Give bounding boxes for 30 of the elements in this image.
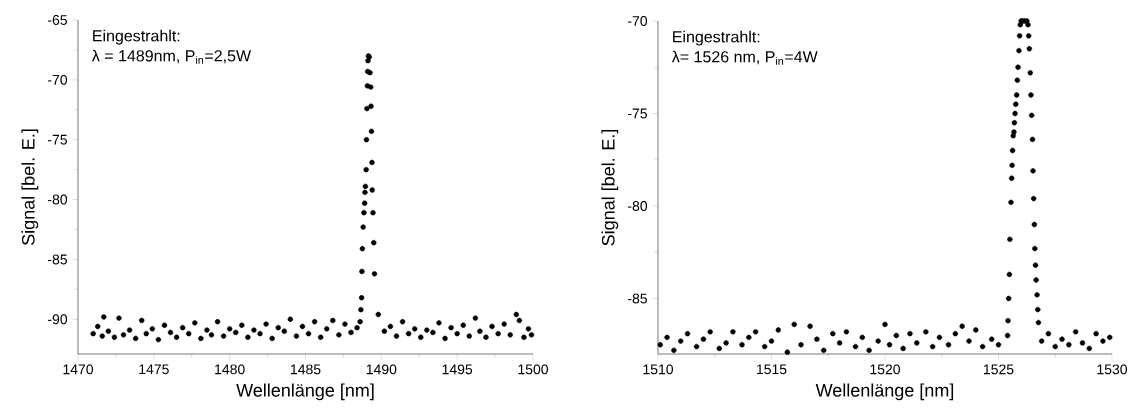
y-tick-label: -80 [48, 194, 68, 205]
y-tick-label: -85 [48, 254, 68, 265]
y-axis-title: Signal [bel. E.] [21, 129, 39, 246]
y-tick-label: -70 [628, 16, 648, 26]
x-tick-label: 1475 [139, 364, 169, 375]
x-tick-label: 1510 [643, 364, 674, 375]
x-tick-label: 1485 [291, 364, 321, 375]
y-tick-label: -90 [48, 314, 68, 325]
y-tick-label: -85 [628, 293, 648, 304]
y-tick-label: -80 [628, 201, 648, 211]
x-axis-title: Wellenlänge [nm] [815, 383, 954, 401]
annotation: Eingestrahlt: [673, 30, 760, 46]
x-axis-title: Wellenlänge [nm] [236, 383, 374, 401]
x-tick-label: 1490 [366, 364, 397, 375]
y-tick-label: -75 [628, 108, 648, 119]
x-tick-label: 1470 [63, 364, 94, 375]
x-tick-label: 1515 [756, 364, 787, 375]
annotation: λ= 1526 nm, P$_{in}$=4W [671, 50, 818, 65]
x-tick-label: 1495 [442, 364, 473, 375]
x-tick-label: 1480 [215, 364, 245, 375]
annotation: Eingestrahlt: [93, 29, 180, 45]
x-tick-label: 1520 [870, 364, 901, 375]
annotation: λ = 1489nm, P$_{in}$=2,5W [91, 49, 252, 64]
y-tick-label: -75 [48, 134, 68, 145]
y-tick-label: -70 [48, 74, 68, 85]
x-tick-label: 1500 [518, 364, 549, 375]
x-tick-label: 1525 [983, 364, 1014, 375]
x-tick-label: 1530 [1097, 364, 1128, 375]
y-axis-title: Signal [bel. E.] [601, 129, 619, 246]
y-tick-label: -65 [48, 15, 68, 25]
